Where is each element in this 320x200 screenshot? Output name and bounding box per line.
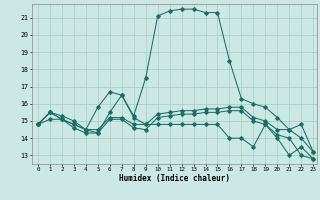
- X-axis label: Humidex (Indice chaleur): Humidex (Indice chaleur): [119, 174, 230, 183]
